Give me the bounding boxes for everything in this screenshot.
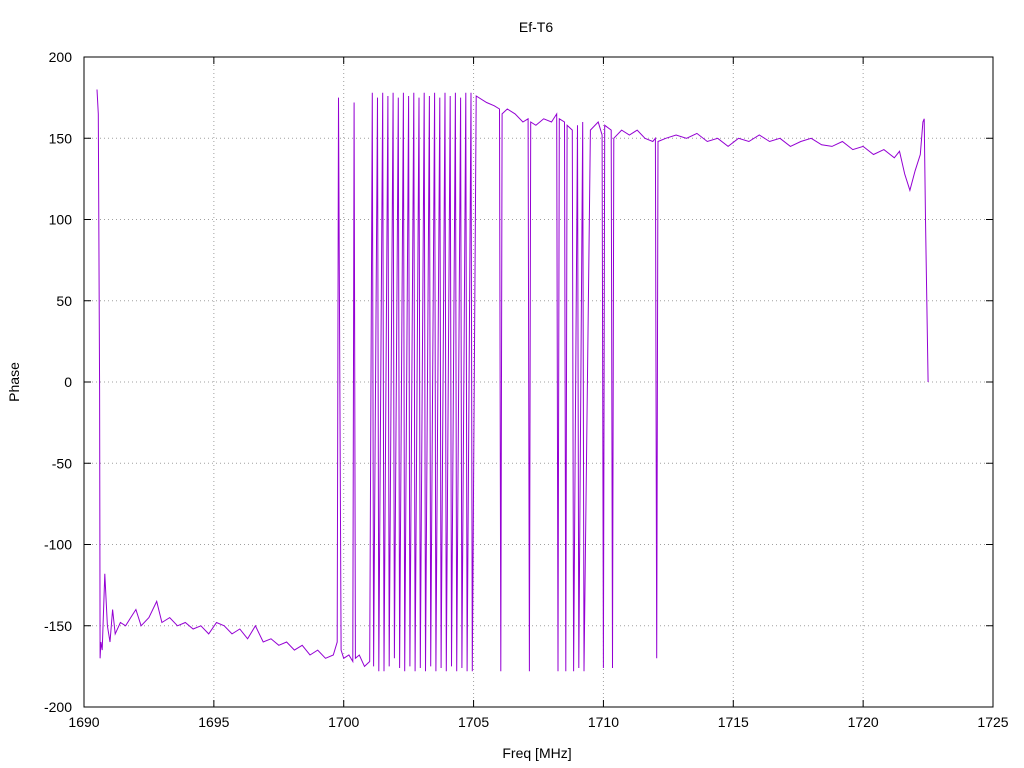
- x-tick-label: 1725: [977, 714, 1008, 730]
- phase-series-line: [96, 89, 929, 672]
- y-tick-labels: -200 -150 -100 -50 0 50 100 150 200: [44, 49, 72, 715]
- tick-marks: [83, 56, 994, 708]
- grid-lines: [84, 57, 993, 707]
- x-tick-label: 1705: [458, 714, 489, 730]
- x-tick-label: 1715: [718, 714, 749, 730]
- y-tick-label: -50: [52, 455, 72, 471]
- y-tick-label: 50: [56, 293, 72, 309]
- x-tick-label: 1710: [588, 714, 619, 730]
- series-group: [96, 89, 929, 672]
- x-tick-label: 1700: [328, 714, 359, 730]
- x-tick-label: 1690: [68, 714, 99, 730]
- chart-title: Ef-T6: [519, 19, 553, 35]
- y-tick-label: 200: [49, 49, 73, 65]
- y-tick-label: -150: [44, 618, 72, 634]
- x-tick-label: 1695: [198, 714, 229, 730]
- y-tick-label: -100: [44, 537, 72, 553]
- y-tick-label: 0: [64, 374, 72, 390]
- y-tick-label: -200: [44, 699, 72, 715]
- y-axis-label: Phase: [6, 362, 22, 402]
- y-tick-label: 100: [49, 212, 73, 228]
- y-tick-label: 150: [49, 130, 73, 146]
- x-tick-label: 1720: [848, 714, 879, 730]
- x-axis-label: Freq [MHz]: [502, 745, 571, 761]
- x-tick-labels: 1690 1695 1700 1705 1710 1715 1720 1725: [68, 714, 1008, 730]
